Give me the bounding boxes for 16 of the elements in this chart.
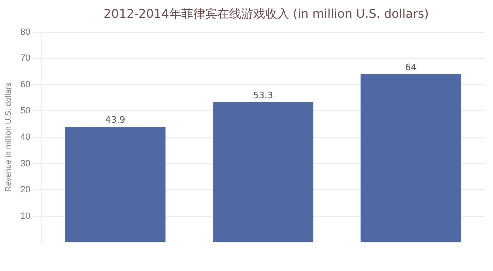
y-tick-label: 10 [20, 210, 31, 221]
bar [213, 102, 314, 243]
y-tick-label: 50 [20, 106, 31, 116]
y-tick-label: 80 [20, 26, 31, 37]
y-axis-title: Revenue in million U.S. dollars [4, 83, 14, 192]
bar [65, 127, 166, 243]
y-tick-label: 30 [20, 158, 31, 168]
bar [360, 74, 462, 243]
data-label: 43.9 [105, 116, 126, 126]
y-tick-label: 40 [20, 132, 31, 142]
data-label: 53.3 [253, 91, 274, 102]
y-tick-label: 20 [20, 184, 31, 195]
chart-title: 2012-2014年菲律宾在线游戏收入 (in million U.S. dollars) [102, 6, 430, 23]
y-tick-label: 60 [20, 79, 31, 90]
y-tick-label: 70 [20, 53, 31, 64]
data-label: 64 [405, 63, 418, 74]
